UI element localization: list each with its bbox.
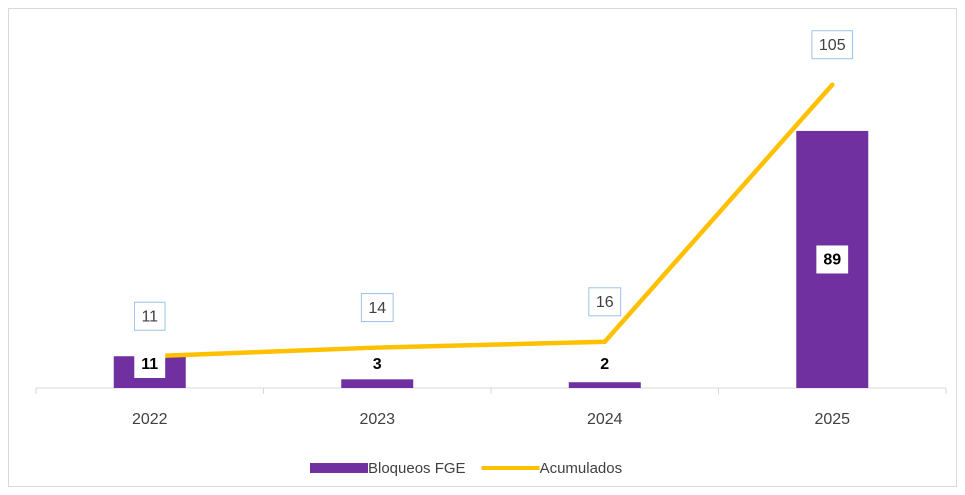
x-tick-label: 2024	[587, 411, 623, 428]
data-label-box	[588, 287, 622, 317]
data-label: 14	[368, 300, 386, 317]
data-label-box	[133, 301, 166, 331]
line	[147, 82, 835, 359]
data-label: 89	[823, 252, 841, 269]
legend-swatch	[310, 463, 368, 473]
data-label: 11	[141, 308, 158, 325]
data-label: 105	[819, 37, 846, 54]
legend-label: Acumulados	[540, 460, 623, 477]
data-label-box	[593, 350, 617, 378]
data-label-box	[360, 293, 394, 323]
data-label-box	[365, 350, 389, 378]
x-tick-label: 2023	[359, 411, 395, 428]
data-label-box	[134, 350, 166, 378]
x-tick-label: 2022	[132, 411, 168, 428]
data-label: 16	[596, 294, 614, 311]
data-label: 11	[141, 356, 158, 373]
data-label-box	[811, 30, 854, 60]
data-label: 2	[600, 356, 609, 373]
legend-label: Bloqueos FGE	[368, 460, 466, 477]
data-label-box	[816, 245, 849, 274]
bar	[568, 382, 641, 388]
data-label: 3	[373, 356, 382, 373]
bar	[341, 379, 414, 388]
x-tick-label: 2025	[814, 411, 850, 428]
